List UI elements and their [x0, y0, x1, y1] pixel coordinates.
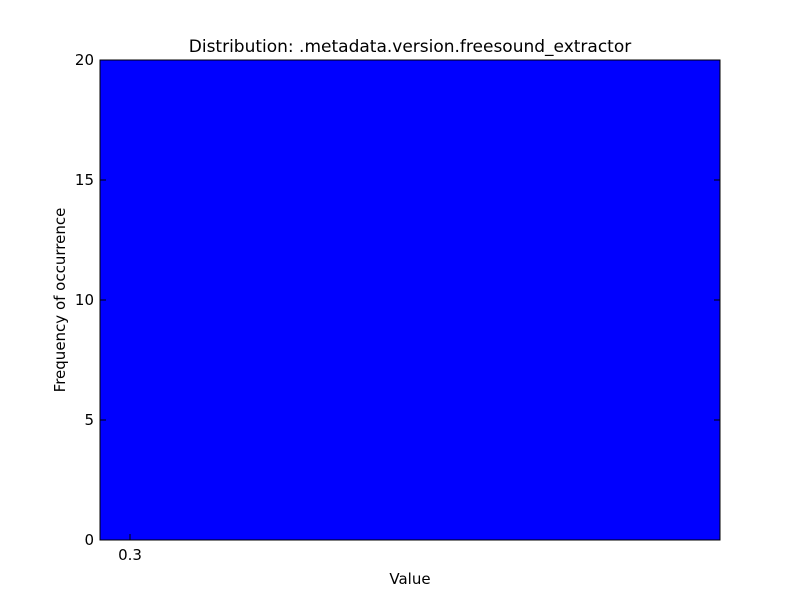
x-tick-label: 0.3	[118, 546, 142, 564]
y-axis: 0 5 10 15 20	[75, 51, 720, 549]
y-tick-label: 0	[84, 531, 94, 549]
chart-title: Distribution: .metadata.version.freesoun…	[189, 37, 632, 57]
y-axis-label: Frequency of occurrence	[51, 208, 69, 393]
y-tick-label: 15	[75, 171, 94, 189]
y-tick-label: 20	[75, 51, 94, 69]
bar	[99, 59, 721, 541]
x-axis-label: Value	[389, 570, 430, 588]
bars-layer	[99, 59, 721, 541]
y-tick-label: 10	[75, 291, 94, 309]
x-axis: 0.3	[118, 534, 142, 564]
y-tick-label: 5	[84, 411, 94, 429]
